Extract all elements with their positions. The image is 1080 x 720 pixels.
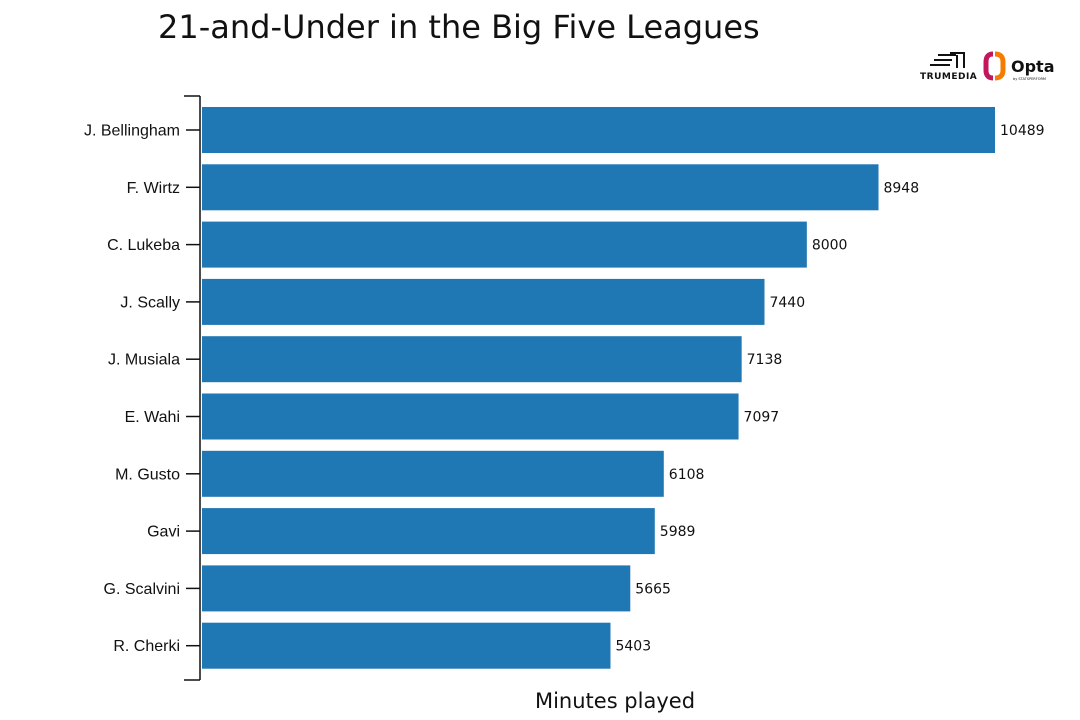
x-axis-label: Minutes played: [535, 689, 695, 713]
y-tick-label: Gavi: [147, 524, 180, 541]
bar: [202, 221, 807, 268]
y-tick-label: J. Bellingham: [84, 123, 180, 140]
y-tick-label: J. Scally: [120, 294, 180, 311]
trumedia-logo: TRUMEDIA: [920, 52, 977, 82]
bar: [202, 450, 664, 497]
y-tick-label: E. Wahi: [125, 409, 180, 426]
y-tick-label: C. Lukeba: [107, 237, 180, 254]
bar: [202, 565, 631, 612]
trumedia-logo-text: TRUMEDIA: [920, 72, 977, 82]
opta-logo-text: Opta: [1011, 57, 1055, 76]
opta-logo: Opta by STATSPERFORM: [983, 51, 1055, 81]
y-tick-label: R. Cherki: [113, 638, 180, 655]
trumedia-mark-icon: [930, 52, 965, 68]
bar: [202, 622, 611, 669]
data-label: 10489: [1000, 123, 1045, 139]
opta-logo-subtext: by STATSPERFORM: [1013, 77, 1046, 81]
y-tick-label: J. Musiala: [108, 352, 180, 369]
chart-title: 21-and-Under in the Big Five Leagues: [158, 8, 760, 46]
bar: [202, 164, 879, 211]
bar: [202, 508, 655, 555]
bar: [202, 278, 765, 325]
data-label: 8948: [883, 180, 919, 196]
data-label: 5403: [615, 639, 651, 655]
plot-area: J. Bellingham 10489 F. Wirtz 8948 C. Lukeba 8…: [84, 95, 1045, 681]
data-label: 5665: [635, 581, 671, 597]
data-label: 7138: [747, 352, 783, 368]
opta-mark-icon: [983, 51, 1006, 81]
bar: [202, 393, 739, 440]
data-label: 8000: [812, 238, 848, 254]
y-tick-label: M. Gusto: [115, 466, 180, 483]
y-tick-label: G. Scalvini: [104, 581, 180, 598]
data-label: 7097: [744, 410, 780, 426]
bar: [202, 336, 742, 383]
data-label: 6108: [669, 467, 705, 483]
y-tick-label: F. Wirtz: [127, 180, 180, 197]
bar: [202, 107, 995, 153]
data-label: 7440: [769, 295, 805, 311]
data-label: 5989: [660, 524, 696, 540]
